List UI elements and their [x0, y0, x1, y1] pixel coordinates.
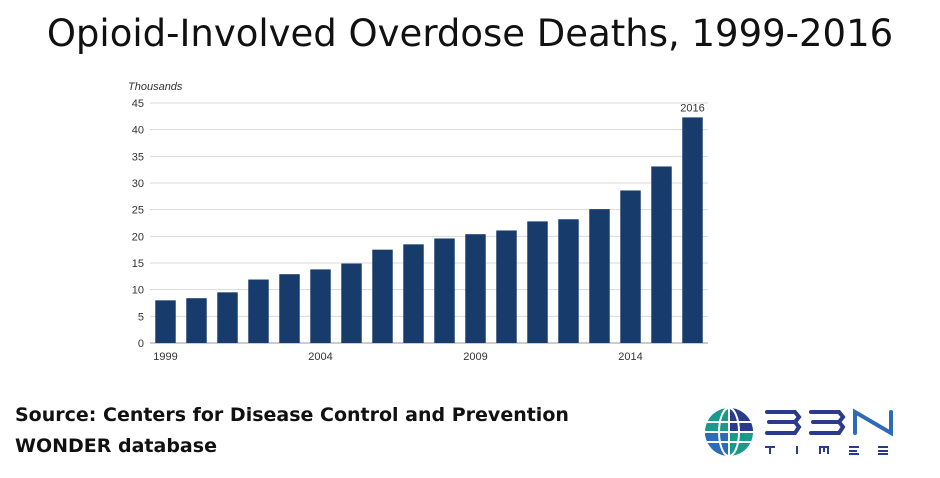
- bar-2001: [217, 292, 238, 343]
- source-line-2: WONDER database: [15, 435, 217, 457]
- x-tick-label: 2004: [308, 351, 332, 363]
- source-note: Source: Centers for Disease Control and …: [15, 400, 569, 462]
- y-axis-unit-label: Thousands: [128, 81, 183, 93]
- bar-2008: [434, 238, 455, 343]
- bar-2004: [310, 269, 331, 343]
- y-tick-label: 25: [132, 205, 144, 217]
- x-axis-tick-labels: 1999 2004 2009 2014: [153, 351, 642, 363]
- bar-2006: [372, 249, 393, 343]
- times-wordmark: [765, 446, 888, 455]
- bars: [155, 117, 703, 344]
- bar-2016: [682, 117, 703, 344]
- y-axis-tick-labels: 0 5 10 15 20 25 30 35 40 45: [132, 98, 144, 350]
- bar-2012: [558, 219, 579, 343]
- bar-2003: [279, 274, 300, 343]
- x-tick-label: 2014: [618, 351, 642, 363]
- bar-2015: [651, 166, 672, 343]
- bar-2010: [496, 230, 517, 343]
- bar-1999: [155, 300, 176, 343]
- bar-2002: [248, 279, 269, 343]
- bar-chart: 0 5 10 15 20 25 30 35 40 45 1999 2004 2009 2014 Thou…: [128, 81, 708, 363]
- gridlines: [150, 102, 708, 344]
- bar-2000: [186, 298, 207, 343]
- bar-2014: [620, 190, 641, 343]
- bbn-times-logo: [705, 407, 893, 457]
- bar-annotation-label: 2016: [680, 102, 704, 114]
- y-tick-label: 15: [132, 258, 144, 270]
- y-tick-label: 45: [132, 98, 144, 110]
- page-title: Opioid-Involved Overdose Deaths, 1999-20…: [46, 12, 894, 55]
- bar-2013: [589, 209, 610, 343]
- y-tick-label: 35: [132, 151, 144, 163]
- y-tick-label: 5: [138, 311, 144, 323]
- globe-icon: [705, 407, 753, 457]
- y-tick-label: 10: [132, 285, 144, 297]
- y-tick-label: 40: [132, 125, 144, 137]
- x-tick-label: 1999: [153, 351, 177, 363]
- y-tick-label: 0: [138, 338, 144, 350]
- bbn-wordmark: [765, 408, 893, 437]
- bar-2005: [341, 263, 362, 343]
- bar-2011: [527, 221, 548, 343]
- bar-2007: [403, 244, 424, 343]
- source-line-1: Source: Centers for Disease Control and …: [15, 404, 569, 426]
- y-tick-label: 30: [132, 178, 144, 190]
- bar-2009: [465, 234, 486, 343]
- y-tick-label: 20: [132, 231, 144, 243]
- x-tick-label: 2009: [463, 351, 487, 363]
